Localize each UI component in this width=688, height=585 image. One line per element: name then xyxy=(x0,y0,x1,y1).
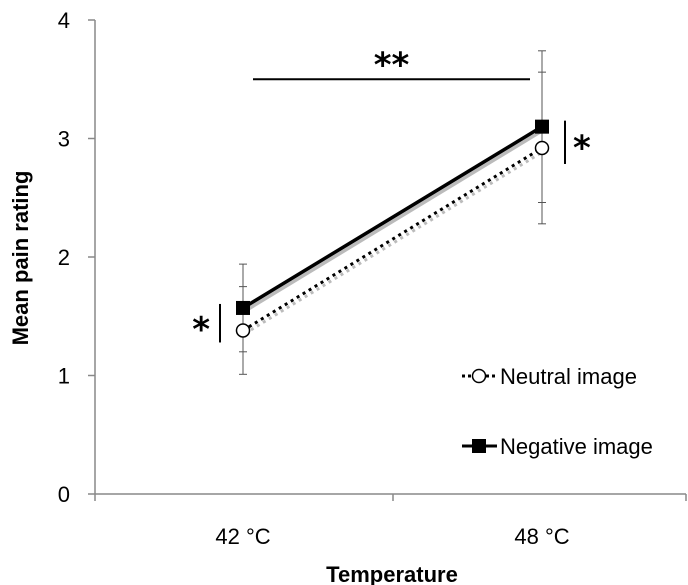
y-tick-label: 1 xyxy=(58,364,70,389)
x-axis-title: Temperature xyxy=(326,562,458,585)
significance-label: ** xyxy=(374,45,410,85)
x-tick-label: 48 °C xyxy=(514,524,569,549)
y-axis: 0 1 2 3 4 xyxy=(58,8,96,507)
legend-marker xyxy=(471,368,487,384)
y-tick-label: 0 xyxy=(58,482,70,507)
significance-annotations: **** xyxy=(192,45,591,350)
significance-label: * xyxy=(192,310,210,350)
data-point-negative xyxy=(535,119,549,134)
series-line-shadow xyxy=(244,149,545,335)
y-tick-label: 4 xyxy=(58,8,70,33)
data-point-neutral xyxy=(235,323,251,338)
legend: Neutral image Negative image xyxy=(462,364,653,459)
legend-label: Neutral image xyxy=(500,364,637,389)
x-axis: 42 °C 48 °C xyxy=(94,493,687,549)
y-tick-label: 2 xyxy=(58,245,70,270)
y-tick-label: 3 xyxy=(58,127,70,152)
series-line xyxy=(242,125,543,310)
legend-marker xyxy=(472,439,486,453)
significance-label: * xyxy=(573,128,591,168)
data-point-neutral xyxy=(534,140,550,156)
y-axis-title: Mean pain rating xyxy=(8,171,33,346)
series-line-shadow xyxy=(244,128,545,313)
data-point-negative xyxy=(236,300,250,315)
series-line xyxy=(242,146,543,332)
plot-area xyxy=(235,50,550,375)
x-tick-label: 42 °C xyxy=(215,524,270,549)
legend-label: Negative image xyxy=(500,434,653,459)
